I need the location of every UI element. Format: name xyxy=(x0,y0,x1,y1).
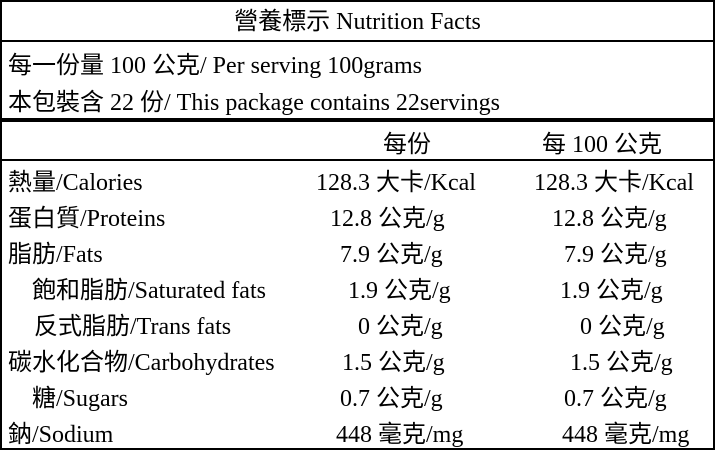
value-trans-fats-per-serving: 0 公克/g xyxy=(358,314,443,340)
value-proteins-per-serving: 12.8 公克/g xyxy=(330,206,445,232)
value-fats-per-serving: 7.9 公克/g xyxy=(340,242,443,268)
value-sugars-per-100g: 0.7 公克/g xyxy=(564,386,667,412)
label-title: 營養標示 Nutrition Facts xyxy=(234,9,481,35)
nutrient-label-proteins: 蛋白質/Proteins xyxy=(8,206,166,232)
header-divider xyxy=(2,118,713,122)
title-divider xyxy=(2,40,713,42)
column-header-per-serving: 每份 xyxy=(383,132,431,158)
nutrient-label-sugars: 糖/Sugars xyxy=(32,386,128,412)
servings-per-package: 本包裝含 22 份/ This package contains 22servi… xyxy=(8,90,500,116)
value-fats-per-100g: 7.9 公克/g xyxy=(564,242,667,268)
value-sugars-per-serving: 0.7 公克/g xyxy=(340,386,443,412)
value-saturated-fats-per-100g: 1.9 公克/g xyxy=(560,278,663,304)
nutrient-label-sodium: 鈉/Sodium xyxy=(8,422,114,448)
nutrient-label-trans-fats: 反式脂肪/Trans fats xyxy=(34,314,232,340)
serving-size: 每一份量 100 公克/ Per serving 100grams xyxy=(8,53,422,79)
value-calories-per-100g: 128.3 大卡/Kcal xyxy=(534,170,694,196)
value-calories-per-serving: 128.3 大卡/Kcal xyxy=(316,170,476,196)
nutrient-label-fats: 脂肪/Fats xyxy=(8,242,103,268)
columns-divider xyxy=(2,159,713,161)
value-carbohydrates-per-100g: 1.5 公克/g xyxy=(570,350,673,376)
value-saturated-fats-per-serving: 1.9 公克/g xyxy=(348,278,451,304)
nutrient-label-calories: 熱量/Calories xyxy=(8,170,143,196)
value-sodium-per-serving: 448 毫克/mg xyxy=(336,422,464,448)
nutrient-label-carbohydrates: 碳水化合物/Carbohydrates xyxy=(8,350,275,376)
column-header-per-100g: 每 100 公克 xyxy=(542,132,662,158)
value-trans-fats-per-100g: 0 公克/g xyxy=(580,314,665,340)
value-sodium-per-100g: 448 毫克/mg xyxy=(562,422,690,448)
value-carbohydrates-per-serving: 1.5 公克/g xyxy=(342,350,445,376)
value-proteins-per-100g: 12.8 公克/g xyxy=(552,206,667,232)
nutrient-label-saturated-fats: 飽和脂肪/Saturated fats xyxy=(32,278,266,304)
